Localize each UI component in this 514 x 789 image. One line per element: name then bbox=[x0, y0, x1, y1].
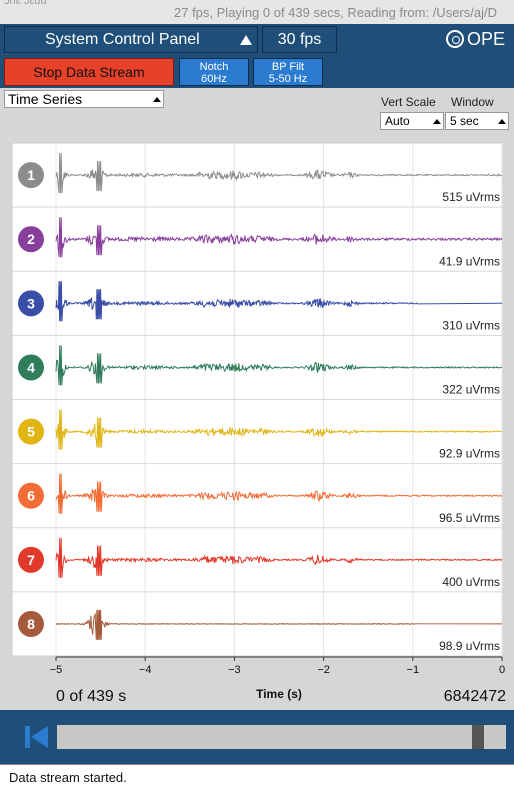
channel-number: 7 bbox=[27, 552, 35, 568]
playback-scrubber[interactable] bbox=[57, 725, 506, 749]
sample-count: 6842472 bbox=[444, 688, 506, 705]
logo-text: OPE bbox=[467, 29, 506, 49]
bpfilt-label: BP Filt bbox=[271, 61, 305, 73]
channel-5-signal bbox=[55, 409, 503, 450]
channel-5-toggle[interactable] bbox=[18, 418, 44, 445]
channel-7-toggle[interactable] bbox=[18, 546, 44, 573]
channel-2-signal bbox=[55, 217, 503, 258]
rewind-button[interactable] bbox=[25, 726, 49, 748]
fps-selector[interactable]: 30 fps bbox=[262, 26, 337, 53]
ghost-title-text: ɔnɛ ɔɛuu bbox=[4, 0, 47, 7]
vert-scale-value: Auto bbox=[385, 114, 410, 128]
window-label: Window bbox=[451, 95, 494, 109]
status-bar: Data stream started. bbox=[0, 764, 514, 789]
channel-3-toggle[interactable] bbox=[18, 290, 44, 317]
openbci-logo: OPE bbox=[446, 29, 505, 50]
collapse-triangle-icon bbox=[240, 35, 252, 45]
x-tick-label: −3 bbox=[228, 664, 241, 676]
x-tick-label: −5 bbox=[50, 664, 63, 676]
window-titlebar: ɔnɛ ɔɛuu 27 fps, Playing 0 of 439 secs, … bbox=[0, 0, 514, 25]
dropdown-triangle-icon bbox=[498, 119, 506, 124]
window-dropdown[interactable]: 5 sec bbox=[445, 112, 509, 130]
channel-rms-label: 515 uVrms bbox=[442, 190, 500, 204]
dropdown-triangle-icon bbox=[433, 119, 441, 124]
channel-rms-label: 41.9 uVrms bbox=[439, 254, 500, 268]
channel-rms-label: 400 uVrms bbox=[442, 575, 500, 589]
channel-1-signal bbox=[55, 153, 503, 194]
channel-rms-label: 98.9 uVrms bbox=[439, 639, 500, 653]
channel-number: 8 bbox=[27, 616, 35, 632]
widget-type-dropdown[interactable]: Time Series bbox=[4, 90, 164, 108]
vert-scale-dropdown[interactable]: Auto bbox=[380, 112, 444, 130]
channel-4-signal bbox=[55, 345, 503, 386]
channel-rms-label: 310 uVrms bbox=[442, 318, 500, 332]
system-control-panel-button[interactable]: System Control Panel bbox=[4, 26, 258, 53]
x-tick-label: −4 bbox=[139, 664, 152, 676]
channel-6-toggle[interactable] bbox=[18, 482, 44, 509]
channel-rms-label: 96.5 uVrms bbox=[439, 511, 500, 525]
channel-number: 5 bbox=[27, 424, 35, 440]
window-value: 5 sec bbox=[450, 114, 479, 128]
widget-type-value: Time Series bbox=[8, 91, 83, 107]
channel-number: 1 bbox=[27, 167, 35, 183]
rewind-icon-bar bbox=[25, 726, 30, 748]
system-control-panel-label: System Control Panel bbox=[45, 31, 200, 48]
rewind-icon bbox=[31, 726, 48, 748]
vert-scale-label: Vert Scale bbox=[381, 95, 436, 109]
bpfilt-value: 5-50 Hz bbox=[268, 73, 308, 85]
channel-7-signal bbox=[55, 537, 503, 578]
channel-number: 2 bbox=[27, 231, 35, 247]
channel-4-toggle[interactable] bbox=[18, 354, 44, 381]
dropdown-triangle-icon bbox=[153, 97, 161, 102]
time-series-plot: 1 515 uVrms 2 41.9 uVrms 3 310 uVrms 4 322 uVrm… bbox=[11, 142, 506, 705]
x-axis-label: Time (s) bbox=[256, 687, 302, 701]
scrubber-thumb[interactable] bbox=[472, 725, 484, 749]
notch-value: 60Hz bbox=[201, 73, 227, 85]
channel-number: 4 bbox=[27, 359, 35, 375]
channel-3-signal bbox=[55, 281, 503, 322]
channel-number: 6 bbox=[27, 488, 35, 504]
x-tick-label: −2 bbox=[317, 664, 330, 676]
channel-8-toggle[interactable] bbox=[18, 610, 44, 637]
bandpass-filter-button[interactable]: BP Filt 5-50 Hz bbox=[253, 58, 323, 86]
channel-1-toggle[interactable] bbox=[18, 162, 44, 189]
notch-label: Notch bbox=[199, 61, 229, 73]
channel-rms-label: 92.9 uVrms bbox=[439, 447, 500, 461]
x-tick-label: 0 bbox=[499, 664, 505, 676]
channel-number: 3 bbox=[27, 295, 35, 311]
channel-8-signal bbox=[55, 609, 503, 640]
playback-position: 0 of 439 s bbox=[56, 688, 126, 705]
stop-data-stream-button[interactable]: Stop Data Stream bbox=[4, 58, 174, 86]
channel-2-toggle[interactable] bbox=[18, 226, 44, 253]
window-title: 27 fps, Playing 0 of 439 secs, Reading f… bbox=[174, 5, 497, 20]
brain-logo-icon bbox=[446, 30, 464, 48]
channel-rms-label: 322 uVrms bbox=[442, 383, 500, 397]
notch-filter-button[interactable]: Notch 60Hz bbox=[179, 58, 249, 86]
x-tick-label: −1 bbox=[407, 664, 420, 676]
channel-6-signal bbox=[55, 473, 503, 514]
status-message: Data stream started. bbox=[9, 770, 127, 785]
